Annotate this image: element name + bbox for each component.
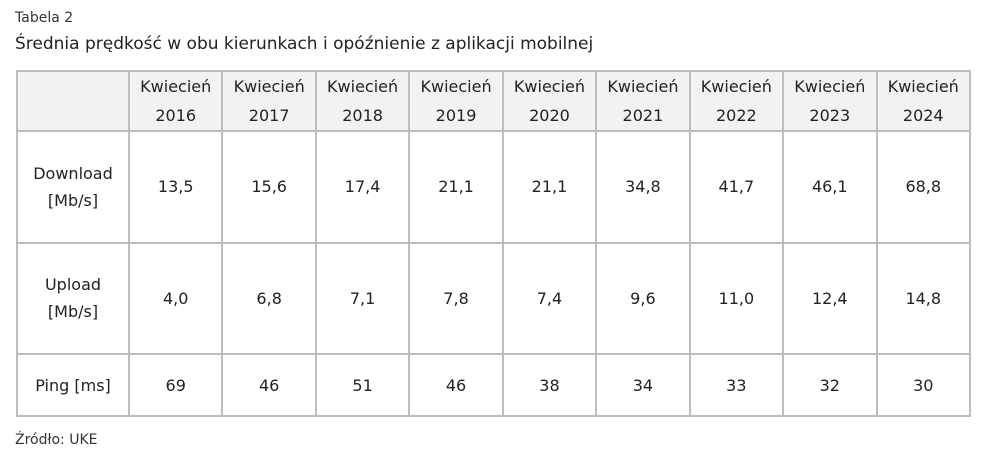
column-month: Kwiecień — [607, 77, 679, 96]
table-cell: 13,5 — [127, 130, 224, 244]
table-label: Tabela 2 — [15, 10, 74, 26]
table-row-ping: Ping [ms] 69 46 51 46 38 34 33 32 30 — [16, 353, 971, 417]
row-label: Upload [Mb/s] — [16, 241, 130, 356]
table-cell: 46 — [221, 353, 317, 417]
column-month: Kwiecień — [420, 77, 492, 96]
corner-cell — [16, 70, 130, 132]
table-row-upload: Upload [Mb/s] 4,0 6,8 7,1 7,8 7,4 9,6 11,… — [16, 241, 971, 356]
table-cell: 7,4 — [501, 241, 598, 356]
column-year: 2018 — [342, 106, 383, 125]
column-month: Kwiecień — [513, 77, 586, 96]
table-cell: 68,8 — [875, 130, 971, 244]
column-month: Kwiecień — [794, 77, 866, 96]
table-cell: 12,4 — [782, 241, 878, 356]
table-cell: 15,6 — [221, 130, 317, 244]
speed-table: Kwiecień 2016 Kwiecień 2017 Kwiecień 2018 K… — [16, 70, 971, 417]
table-row-download: Download [Mb/s] 13,5 15,6 17,4 21,1 21,1 … — [16, 130, 971, 244]
row-label-line: Download — [33, 163, 113, 183]
column-year: 2022 — [715, 106, 757, 125]
column-year: 2021 — [622, 106, 664, 125]
table-title: Średnia prędkość w obu kierunkach i opóź… — [15, 34, 594, 54]
column-month: Kwiecień — [700, 77, 772, 96]
table-cell: 6,8 — [221, 241, 317, 356]
column-year: 2017 — [248, 106, 290, 125]
column-year: 2024 — [902, 106, 944, 125]
table-cell: 69 — [127, 353, 224, 417]
table-cell: 4,0 — [127, 241, 224, 356]
column-header: Kwiecień 2017 — [221, 70, 317, 132]
column-header: Kwiecień 2018 — [314, 70, 411, 132]
row-label: Ping [ms] — [16, 353, 130, 417]
table-cell: 14,8 — [875, 241, 971, 356]
column-month: Kwiecień — [327, 77, 399, 96]
table-cell: 7,8 — [408, 241, 504, 356]
source-note: Źródło: UKE — [15, 432, 98, 448]
row-label-unit: [Mb/s] — [47, 302, 99, 322]
column-month: Kwiecień — [887, 77, 959, 96]
table-cell: 34,8 — [595, 130, 691, 244]
column-header: Kwiecień 2023 — [782, 70, 878, 132]
row-label-line: Upload — [44, 275, 102, 295]
column-month: Kwiecień — [233, 77, 305, 96]
column-year: 2019 — [435, 106, 477, 125]
column-month: Kwiecień — [140, 77, 212, 96]
row-label: Download [Mb/s] — [16, 130, 130, 244]
table-cell: 11,0 — [688, 241, 785, 356]
table-cell: 51 — [314, 353, 411, 417]
table-cell: 21,1 — [408, 130, 504, 244]
table-cell: 38 — [501, 353, 598, 417]
row-label-unit: [Mb/s] — [47, 190, 99, 210]
column-header: Kwiecień 2024 — [875, 70, 971, 132]
table-cell: 7,1 — [314, 241, 411, 356]
column-header: Kwiecień 2021 — [595, 70, 691, 132]
column-year: 2016 — [155, 106, 197, 125]
table-cell: 17,4 — [314, 130, 411, 244]
row-label-line: Ping [ms] — [35, 375, 111, 395]
table-cell: 34 — [595, 353, 691, 417]
table-cell: 33 — [688, 353, 785, 417]
column-header: Kwiecień 2020 — [501, 70, 598, 132]
column-year: 2023 — [809, 106, 851, 125]
table-cell: 46 — [408, 353, 504, 417]
header-row: Kwiecień 2016 Kwiecień 2017 Kwiecień 2018 K… — [16, 70, 971, 132]
table-cell: 41,7 — [688, 130, 785, 244]
column-header: Kwiecień 2019 — [408, 70, 504, 132]
table-cell: 46,1 — [782, 130, 878, 244]
column-header: Kwiecień 2016 — [127, 70, 224, 132]
column-header: Kwiecień 2022 — [688, 70, 785, 132]
table-cell: 9,6 — [595, 241, 691, 356]
table-cell: 30 — [875, 353, 971, 417]
table-cell: 32 — [782, 353, 878, 417]
column-year: 2020 — [529, 106, 570, 125]
table-cell: 21,1 — [501, 130, 598, 244]
